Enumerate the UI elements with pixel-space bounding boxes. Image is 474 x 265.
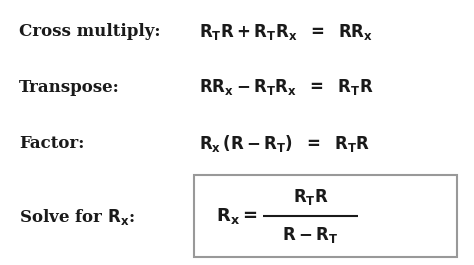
Text: $\mathbf{R_TR + R_TR_x \ \ = \ \ RR_x}$: $\mathbf{R_TR + R_TR_x \ \ = \ \ RR_x}$ bbox=[199, 22, 373, 42]
Text: $\mathbf{R_TR}$: $\mathbf{R_TR}$ bbox=[292, 187, 328, 207]
Text: Solve for $\mathbf{R_x}$:: Solve for $\mathbf{R_x}$: bbox=[19, 207, 135, 227]
Text: $\mathbf{R_x\,(R - R_T) \ \ = \ \ R_TR}$: $\mathbf{R_x\,(R - R_T) \ \ = \ \ R_TR}$ bbox=[199, 132, 370, 154]
Text: Transpose:: Transpose: bbox=[19, 79, 120, 96]
Text: $\mathbf{RR_x - R_TR_x \ \ = \ \ R_TR}$: $\mathbf{RR_x - R_TR_x \ \ = \ \ R_TR}$ bbox=[199, 77, 374, 98]
Text: Cross multiply:: Cross multiply: bbox=[19, 23, 161, 40]
Text: $\mathbf{R - R_T}$: $\mathbf{R - R_T}$ bbox=[283, 224, 338, 245]
Text: $\mathbf{R_x =}$: $\mathbf{R_x =}$ bbox=[216, 206, 257, 226]
FancyBboxPatch shape bbox=[194, 175, 457, 257]
Text: Factor:: Factor: bbox=[19, 135, 84, 152]
